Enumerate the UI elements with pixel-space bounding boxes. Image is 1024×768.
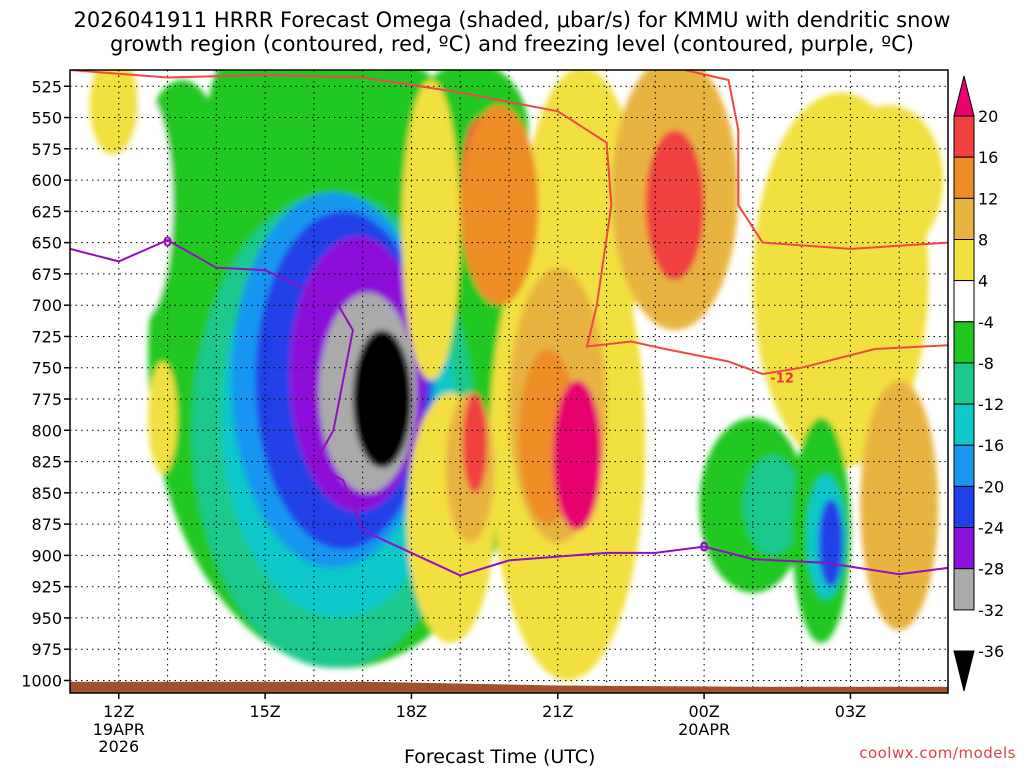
- y-tick-label: 800: [31, 421, 62, 440]
- colorbar-label: 8: [978, 230, 988, 249]
- freezing-contour-label: 0: [163, 235, 172, 250]
- contour-lines: -12 0 0: [70, 70, 948, 577]
- x-tick-label: 00Z: [688, 702, 719, 721]
- y-tick-label: 750: [31, 359, 62, 378]
- colorbar-label: -12: [978, 395, 1004, 414]
- colorbar-label: 12: [978, 189, 998, 208]
- colorbar-label: -4: [978, 313, 994, 332]
- colorbar-swatch: [953, 568, 975, 611]
- y-tick-label: 775: [31, 390, 62, 409]
- x-tick-label: 18Z: [396, 702, 427, 721]
- x-tick-label: 15Z: [249, 702, 280, 721]
- x-tick-label: 03Z: [835, 702, 866, 721]
- y-tick-label: 975: [31, 640, 62, 659]
- dgz-contour-lower: [684, 70, 948, 250]
- y-tick-label: 950: [31, 609, 62, 628]
- x-axis-label: Forecast Time (UTC): [404, 746, 596, 768]
- dgz-contour-upper: [70, 70, 948, 376]
- y-tick-label: 575: [31, 140, 62, 159]
- x-tick-sublabel: 20APR: [678, 720, 730, 739]
- grid-lines: [70, 70, 948, 693]
- chart-title-line1: 2026041911 HRRR Forecast Omega (shaded, …: [73, 8, 951, 32]
- freezing-level-contour: [70, 238, 948, 577]
- ground-fill: [70, 681, 948, 693]
- colorbar-swatch: [953, 197, 975, 241]
- y-axis: 525 550 575 600 625 650 675 700 725 750 775 800 825 8…: [21, 77, 70, 690]
- y-tick-label: 875: [31, 515, 62, 534]
- colorbar-label: -36: [978, 642, 1004, 661]
- colorbar-label: -8: [978, 354, 994, 373]
- ground-layer: [70, 681, 948, 693]
- colorbar-label: -24: [978, 519, 1004, 538]
- y-tick-label: 675: [31, 265, 62, 284]
- colorbar-swatch: [953, 156, 975, 199]
- colorbar-swatch: [953, 280, 975, 323]
- y-tick-label: 650: [31, 234, 62, 253]
- y-tick-label: 550: [31, 109, 62, 128]
- dgz-contour-label: -12: [770, 372, 794, 387]
- y-tick-label: 850: [31, 484, 62, 503]
- colorbar-label: 4: [978, 272, 988, 291]
- colorbar-swatch: [953, 321, 975, 364]
- colorbar-label: 20: [978, 107, 998, 126]
- y-tick-label: 525: [31, 77, 62, 96]
- colorbar-swatch: [953, 239, 975, 282]
- colorbar-arrow-top: [953, 75, 975, 117]
- plot-frame: [69, 69, 949, 694]
- colorbar-label: -16: [978, 436, 1004, 455]
- y-tick-label: 625: [31, 202, 62, 221]
- colorbar: 20 16 12 8 4 -4 -8 -12 -16 -20 -24 -28 -32 -36: [953, 75, 1004, 692]
- y-tick-label: 900: [31, 546, 62, 565]
- colorbar-label: -28: [978, 560, 1004, 579]
- freezing-contour-label: 0: [700, 541, 709, 556]
- y-tick-label: 825: [31, 453, 62, 472]
- x-tick-label: 12Z: [103, 702, 134, 721]
- y-tick-label: 725: [31, 327, 62, 346]
- colorbar-arrow-bottom: [953, 650, 975, 692]
- colorbar-label: -20: [978, 477, 1004, 496]
- colorbar-swatch: [953, 444, 975, 487]
- colorbar-swatch: [953, 403, 975, 446]
- y-tick-label: 1000: [21, 671, 62, 690]
- watermark: coolwx.com/models: [859, 744, 1016, 762]
- y-tick-label: 700: [31, 296, 62, 315]
- x-tick-sublabel: 19APR: [93, 720, 145, 739]
- colorbar-label: -32: [978, 601, 1004, 620]
- colorbar-swatch: [953, 362, 975, 405]
- colorbar-swatch: [953, 527, 975, 570]
- colorbar-swatch: [953, 485, 975, 529]
- chart-title: 2026041911 HRRR Forecast Omega (shaded, …: [0, 8, 1024, 56]
- colorbar-swatch: [953, 115, 975, 158]
- x-tick-label: 21Z: [542, 702, 573, 721]
- omega-shading: [89, 70, 944, 681]
- x-tick-sublabel: 2026: [98, 737, 139, 756]
- chart-title-line2: growth region (contoured, red, ºC) and f…: [110, 32, 914, 56]
- y-tick-label: 600: [31, 171, 62, 190]
- y-tick-label: 925: [31, 578, 62, 597]
- colorbar-label: 16: [978, 148, 998, 167]
